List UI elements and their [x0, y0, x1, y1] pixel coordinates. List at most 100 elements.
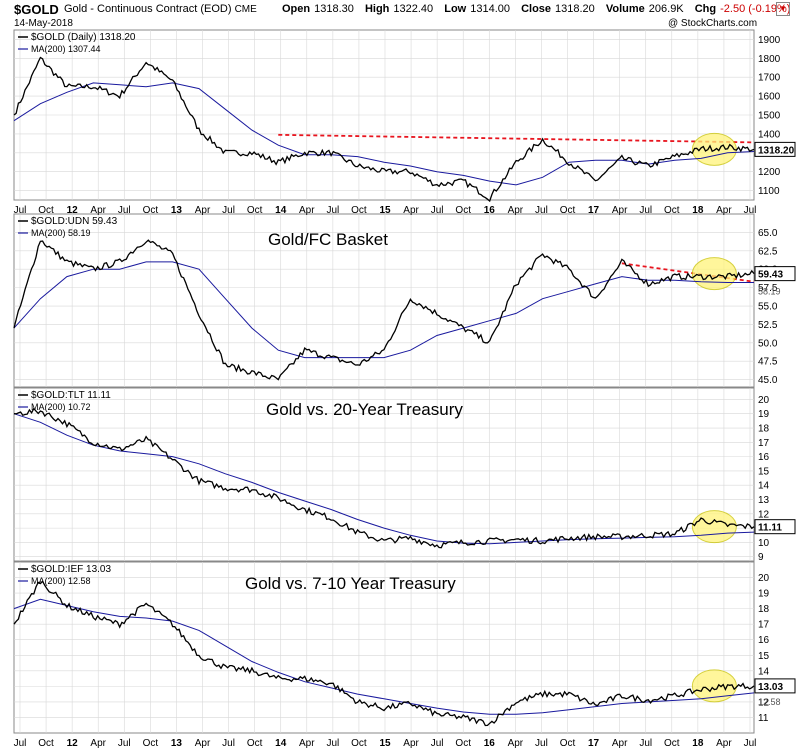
last-ma-label: 12.58	[758, 697, 781, 707]
symbol: $GOLD	[14, 2, 59, 17]
low-value: 1314.00	[470, 3, 510, 15]
close-value: 1318.20	[555, 3, 595, 15]
high-label: High	[364, 3, 390, 15]
y-tick-label: 14	[758, 481, 770, 492]
chevron-down-icon[interactable]: ▼	[776, 2, 790, 16]
y-tick-label: 52.5	[758, 320, 778, 331]
x-tick-label: 12	[67, 738, 79, 749]
y-tick-label: 1100	[758, 186, 780, 197]
x-tick-label: Oct	[560, 738, 576, 749]
ma200-line	[13, 598, 755, 715]
legend-ma: MA(200) 1307.44	[31, 44, 101, 54]
panel-title: Gold/FC Basket	[268, 230, 388, 249]
chart-panel-2: 65.062.560.057.555.052.550.047.545.059.4…	[13, 213, 796, 388]
chart-panel-1: 1900180017001600150014001300120011001318…	[13, 29, 796, 203]
y-tick-label: 15	[758, 466, 770, 477]
open-label: Open	[282, 3, 311, 15]
x-tick-label: 14	[275, 205, 287, 216]
y-tick-label: 20	[758, 395, 770, 406]
y-tick-label: 45.0	[758, 375, 778, 386]
x-tick-label: Oct	[247, 205, 263, 216]
x-tick-label: 18	[692, 205, 704, 216]
y-tick-label: 57.5	[758, 283, 778, 294]
x-tick-label: Jul	[535, 738, 548, 749]
ohlc-readout: Open 1318.30 High 1322.40 Low 1314.00 Close…	[282, 3, 798, 15]
x-tick-label: 18	[692, 738, 704, 749]
x-tick-label: 13	[171, 738, 183, 749]
x-tick-label: Jul	[222, 738, 235, 749]
x-tick-label: Apr	[90, 738, 106, 749]
x-tick-label: Apr	[716, 738, 732, 749]
x-tick-label: Apr	[612, 205, 628, 216]
x-tick-label: Jul	[639, 738, 652, 749]
last-value-label: 13.03	[758, 682, 783, 693]
x-tick-label: Oct	[247, 738, 263, 749]
close-label: Close	[521, 3, 552, 15]
x-tick-label: Oct	[560, 205, 576, 216]
x-tick-label: Jul	[535, 205, 548, 216]
x-tick-label: Apr	[612, 738, 628, 749]
legend-price: $GOLD (Daily) 1318.20	[31, 32, 136, 43]
x-tick-label: Apr	[508, 738, 524, 749]
x-tick-label: Jul	[222, 205, 235, 216]
x-tick-label: Oct	[351, 205, 367, 216]
x-tick-label: Oct	[351, 738, 367, 749]
y-tick-label: 18	[758, 604, 770, 615]
price-line	[13, 56, 755, 203]
x-tick-label: Jul	[744, 738, 757, 749]
x-tick-label: Jul	[14, 738, 27, 749]
x-tick-label: Apr	[508, 205, 524, 216]
y-tick-label: 20	[758, 573, 770, 584]
brand-watermark: @ StockCharts.com	[668, 18, 758, 29]
x-tick-label: Jul	[326, 205, 339, 216]
chart-header: $GOLD Gold - Continuous Contract (EOD) C…	[0, 0, 800, 30]
panel-title: Gold vs. 7-10 Year Treasury	[245, 574, 456, 593]
last-value-tag	[754, 141, 796, 157]
y-tick-label: 1500	[758, 111, 781, 122]
x-tick-label: 13	[171, 205, 183, 216]
y-tick-label: 12	[758, 697, 770, 708]
open-value: 1318.30	[314, 3, 354, 15]
last-ma-label: 58.19	[758, 286, 781, 296]
x-tick-label: Oct	[455, 205, 471, 216]
price-line	[13, 239, 755, 381]
x-tick-label: Oct	[664, 738, 680, 749]
x-tick-label: Apr	[90, 205, 106, 216]
legend-ma: MA(200) 12.58	[31, 576, 91, 586]
x-tick-label: 17	[588, 205, 600, 216]
panel-frame	[13, 213, 755, 388]
x-tick-label: Oct	[38, 738, 54, 749]
change-value: -2.50 (-0.19%)	[720, 3, 791, 15]
y-tick-label: 16	[758, 452, 770, 463]
legend-price: $GOLD:IEF 13.03	[31, 564, 111, 575]
volume-label: Volume	[605, 3, 645, 15]
panel-title: Gold vs. 20-Year Treasury	[266, 400, 463, 419]
y-tick-label: 11	[758, 713, 769, 724]
low-label: Low	[444, 3, 467, 15]
legend-ma: MA(200) 10.72	[31, 402, 91, 412]
y-tick-label: 14	[758, 666, 770, 677]
instrument-name: Gold - Continuous Contract (EOD) CME	[64, 3, 257, 15]
last-value-tag	[754, 678, 796, 694]
ma200-line	[13, 82, 755, 186]
y-tick-label: 18	[758, 424, 770, 435]
x-tick-label: Oct	[143, 205, 159, 216]
x-tick-label: 14	[275, 738, 287, 749]
x-tick-label: Jul	[118, 738, 131, 749]
instrument-title: Gold - Continuous Contract (EOD)	[64, 3, 232, 15]
x-tick-label: Apr	[299, 205, 315, 216]
x-tick-label: Apr	[403, 738, 419, 749]
x-tick-label: Apr	[195, 738, 211, 749]
last-value-label: 1318.20	[758, 145, 795, 156]
last-value-label: 11.11	[758, 523, 782, 534]
y-tick-label: 1600	[758, 92, 781, 103]
x-tick-label: Jul	[14, 205, 27, 216]
y-tick-label: 65.0	[758, 228, 778, 239]
x-tick-label: Oct	[38, 205, 54, 216]
x-tick-label: Jul	[118, 205, 131, 216]
x-tick-label: Jul	[744, 205, 757, 216]
